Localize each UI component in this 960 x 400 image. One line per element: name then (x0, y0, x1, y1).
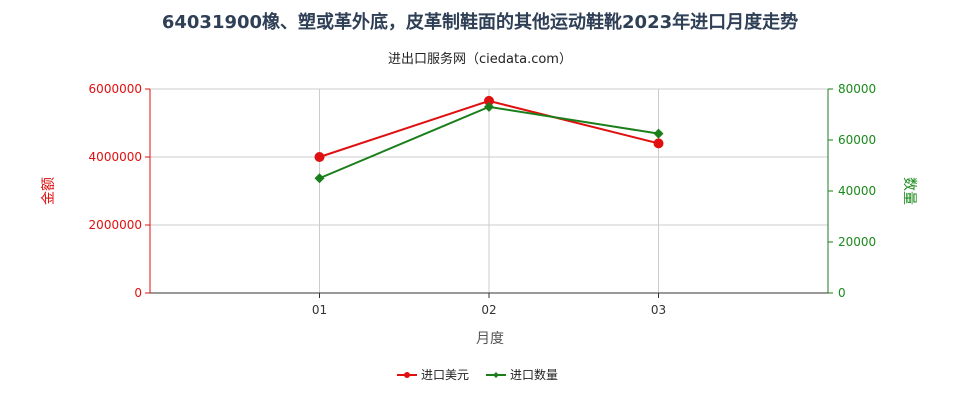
series-1-point (653, 138, 664, 149)
legend-marker-2 (493, 372, 499, 378)
series-1-point (314, 152, 325, 162)
y-tick-label-left: 4000000 (89, 150, 142, 164)
x-tick-label: 03 (651, 303, 666, 317)
legend-marker-1 (404, 372, 410, 378)
y-tick-label-left: 2000000 (89, 218, 142, 232)
series-2-point (653, 128, 664, 139)
legend-label-2: 进口数量 (510, 367, 558, 382)
series-2-point (484, 101, 494, 112)
chart-title: 64031900橡、塑或革外底，皮革制鞋面的其他运动鞋靴2023年进口月度走势 (161, 12, 799, 33)
y-tick-label-left: 0 (134, 286, 142, 300)
y-axis-title-right: 数量 (901, 177, 917, 205)
x-tick-label: 02 (481, 303, 496, 317)
y-tick-label-right: 80000 (838, 82, 876, 96)
chart-subtitle: 进出口服务网（ciedata.com） (388, 52, 572, 67)
y-tick-label-left: 6000000 (89, 82, 142, 96)
x-tick-label: 01 (312, 303, 327, 317)
y-axis-title-left: 金额 (41, 177, 57, 205)
series-2-point (314, 173, 325, 184)
legend-label-1: 进口美元 (421, 368, 469, 382)
y-tick-label-right: 40000 (838, 184, 876, 198)
x-axis-title: 月度 (476, 331, 504, 347)
y-tick-label-right: 0 (838, 286, 846, 300)
y-tick-label-right: 20000 (838, 235, 876, 249)
y-tick-label-right: 60000 (838, 133, 876, 147)
series-1-point (484, 95, 494, 106)
